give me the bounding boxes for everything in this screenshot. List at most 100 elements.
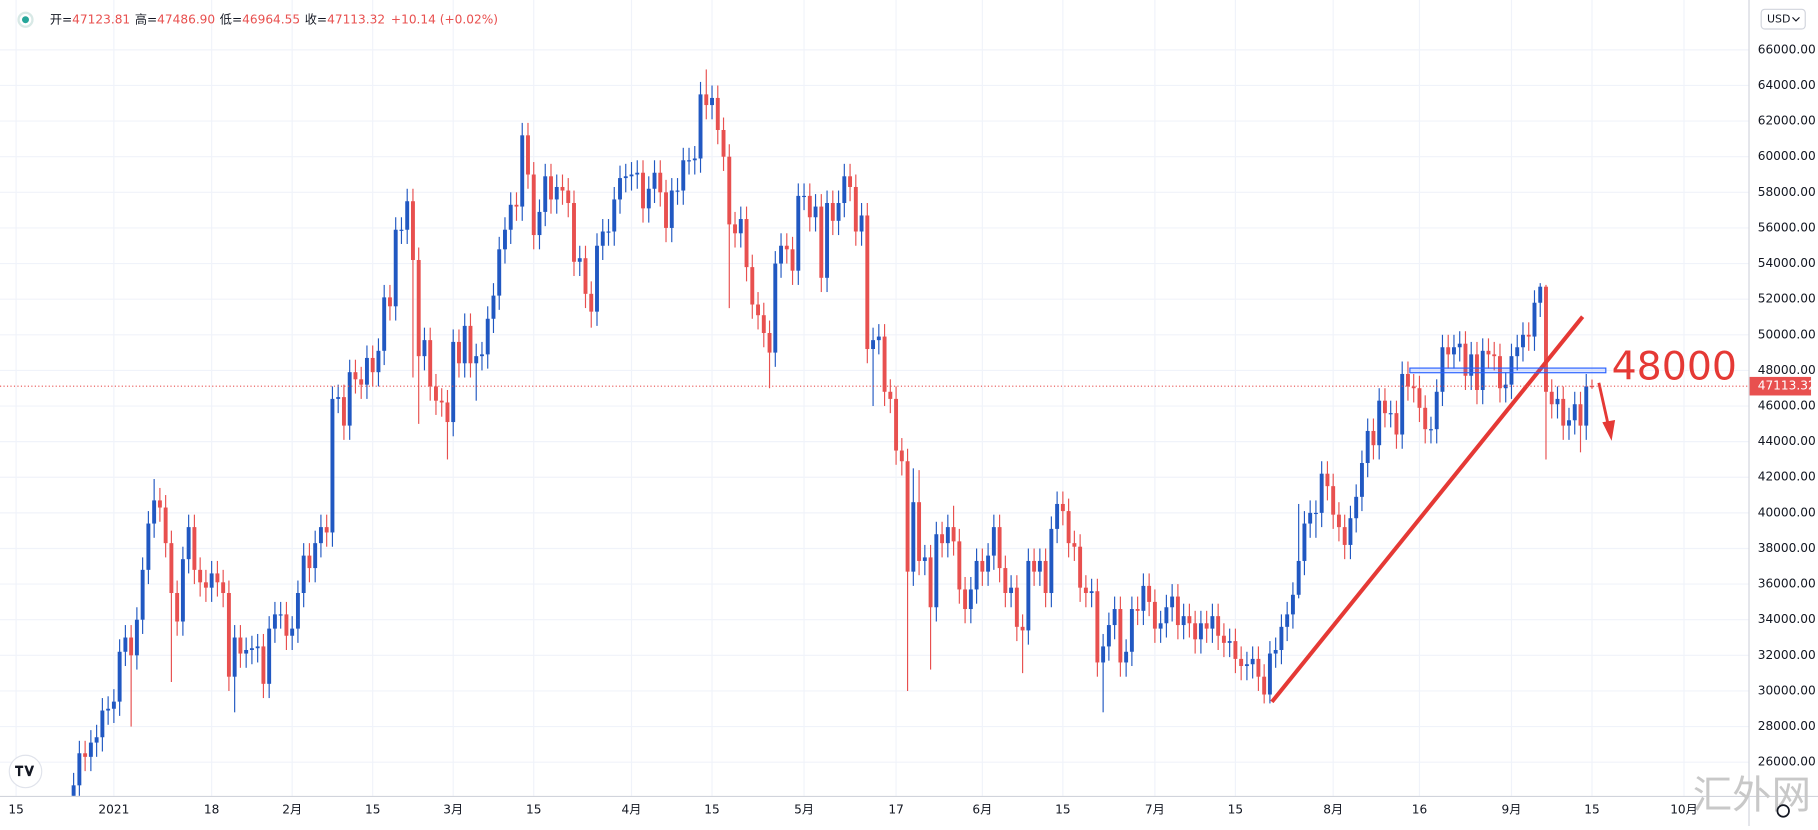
candle-body <box>1342 527 1347 545</box>
candle-body <box>1124 651 1129 663</box>
candle-body <box>1463 343 1468 376</box>
candle-body <box>405 201 410 230</box>
x-tick-label: 15 <box>704 802 719 816</box>
candle-body <box>163 507 168 544</box>
last-price-label: 47113.32 <box>1758 379 1816 393</box>
y-tick-label: 34000.00 <box>1758 612 1816 626</box>
candle-body <box>1089 591 1094 594</box>
candle-body <box>589 293 594 312</box>
y-tick-label: 66000.00 <box>1758 42 1816 56</box>
candle-body <box>623 176 628 179</box>
candle-body <box>825 203 830 278</box>
candle-body <box>922 557 927 561</box>
gear[interactable] <box>1776 804 1790 818</box>
candle-body <box>807 195 812 218</box>
candle-body <box>1290 594 1295 615</box>
candle-body <box>968 589 973 610</box>
candle-body <box>123 637 128 652</box>
candle-body <box>692 158 697 161</box>
level-band <box>1409 367 1607 374</box>
candle-body <box>1135 609 1140 611</box>
candle-body <box>675 190 680 192</box>
candle-body <box>1262 676 1267 695</box>
candle-body <box>974 560 979 590</box>
chevron[interactable] <box>1792 16 1800 22</box>
y-tick-label: 48000.00 <box>1758 363 1816 377</box>
currency-button[interactable]: USD <box>1760 8 1806 30</box>
candle-body <box>911 502 916 572</box>
candle-body <box>1175 596 1180 626</box>
legend-label: 开= <box>50 12 72 26</box>
candle-body <box>1382 400 1387 414</box>
candle-body <box>940 534 945 544</box>
candle-body <box>364 357 369 385</box>
candle-body <box>1210 616 1215 629</box>
y-tick-label: 56000.00 <box>1758 220 1816 234</box>
candle-body <box>566 190 571 204</box>
candle-body <box>1152 601 1157 629</box>
settings-icon[interactable] <box>1776 804 1790 818</box>
candle-body <box>1348 518 1353 545</box>
candle-body <box>1549 391 1554 405</box>
candle-body <box>848 176 853 187</box>
candle-body <box>1158 623 1163 629</box>
candle-body <box>986 555 991 572</box>
candle-body <box>531 174 536 236</box>
candle-body <box>1521 334 1525 348</box>
status-dot <box>22 16 29 24</box>
candle-body <box>1584 386 1589 426</box>
x-tick-label: 7月 <box>1145 802 1165 816</box>
y-tick-label: 30000.00 <box>1758 683 1816 697</box>
candle-body <box>1486 350 1491 355</box>
candle-body <box>1354 496 1359 519</box>
candle-body <box>1066 511 1071 544</box>
candle-body <box>134 619 139 656</box>
arrow-head <box>1602 419 1616 441</box>
candle-body <box>106 708 111 711</box>
candle-body <box>1164 607 1169 624</box>
candle-body <box>618 178 622 200</box>
candle-body <box>836 203 841 221</box>
currency-label[interactable]: USD <box>1767 13 1791 26</box>
candle-body <box>635 172 640 175</box>
legend-label: 低= <box>220 12 242 26</box>
candle-body <box>905 461 910 572</box>
x-tick-label: 17 <box>888 802 903 816</box>
candle-body <box>1480 350 1485 390</box>
candle-body <box>485 318 490 355</box>
x-tick-label: 15 <box>365 802 380 816</box>
candle-body <box>1296 560 1301 595</box>
candle-body <box>169 543 174 594</box>
candle-body <box>1049 528 1054 594</box>
candle-body <box>1331 486 1336 515</box>
candle-body <box>88 742 93 757</box>
y-tick-label: 28000.00 <box>1758 719 1816 733</box>
candle-body <box>773 263 778 353</box>
candle-body <box>1377 400 1382 446</box>
candle-body <box>715 97 720 130</box>
candle-body <box>664 192 668 228</box>
candle-body <box>796 195 801 271</box>
currency-box[interactable] <box>1760 8 1806 30</box>
candle-body <box>152 500 157 524</box>
candle-body <box>1371 430 1376 446</box>
candle-body <box>1572 404 1577 421</box>
candle-body <box>1503 384 1508 389</box>
candle-body <box>474 356 479 364</box>
candle-body <box>278 614 283 616</box>
candle-body <box>957 541 962 590</box>
candle-body <box>1043 560 1048 594</box>
candle-body <box>1227 641 1232 643</box>
candle-body <box>658 172 663 193</box>
candle-body <box>554 186 559 200</box>
candle-body <box>577 258 582 262</box>
candle-body <box>140 569 145 620</box>
candle-body <box>508 204 513 230</box>
candle-body <box>991 527 996 556</box>
candle-body <box>1515 347 1520 357</box>
candle-body <box>1250 658 1255 665</box>
candle-body <box>537 211 542 236</box>
candle-body <box>595 245 599 312</box>
candle-body <box>1555 398 1560 405</box>
candle-body <box>255 646 260 649</box>
